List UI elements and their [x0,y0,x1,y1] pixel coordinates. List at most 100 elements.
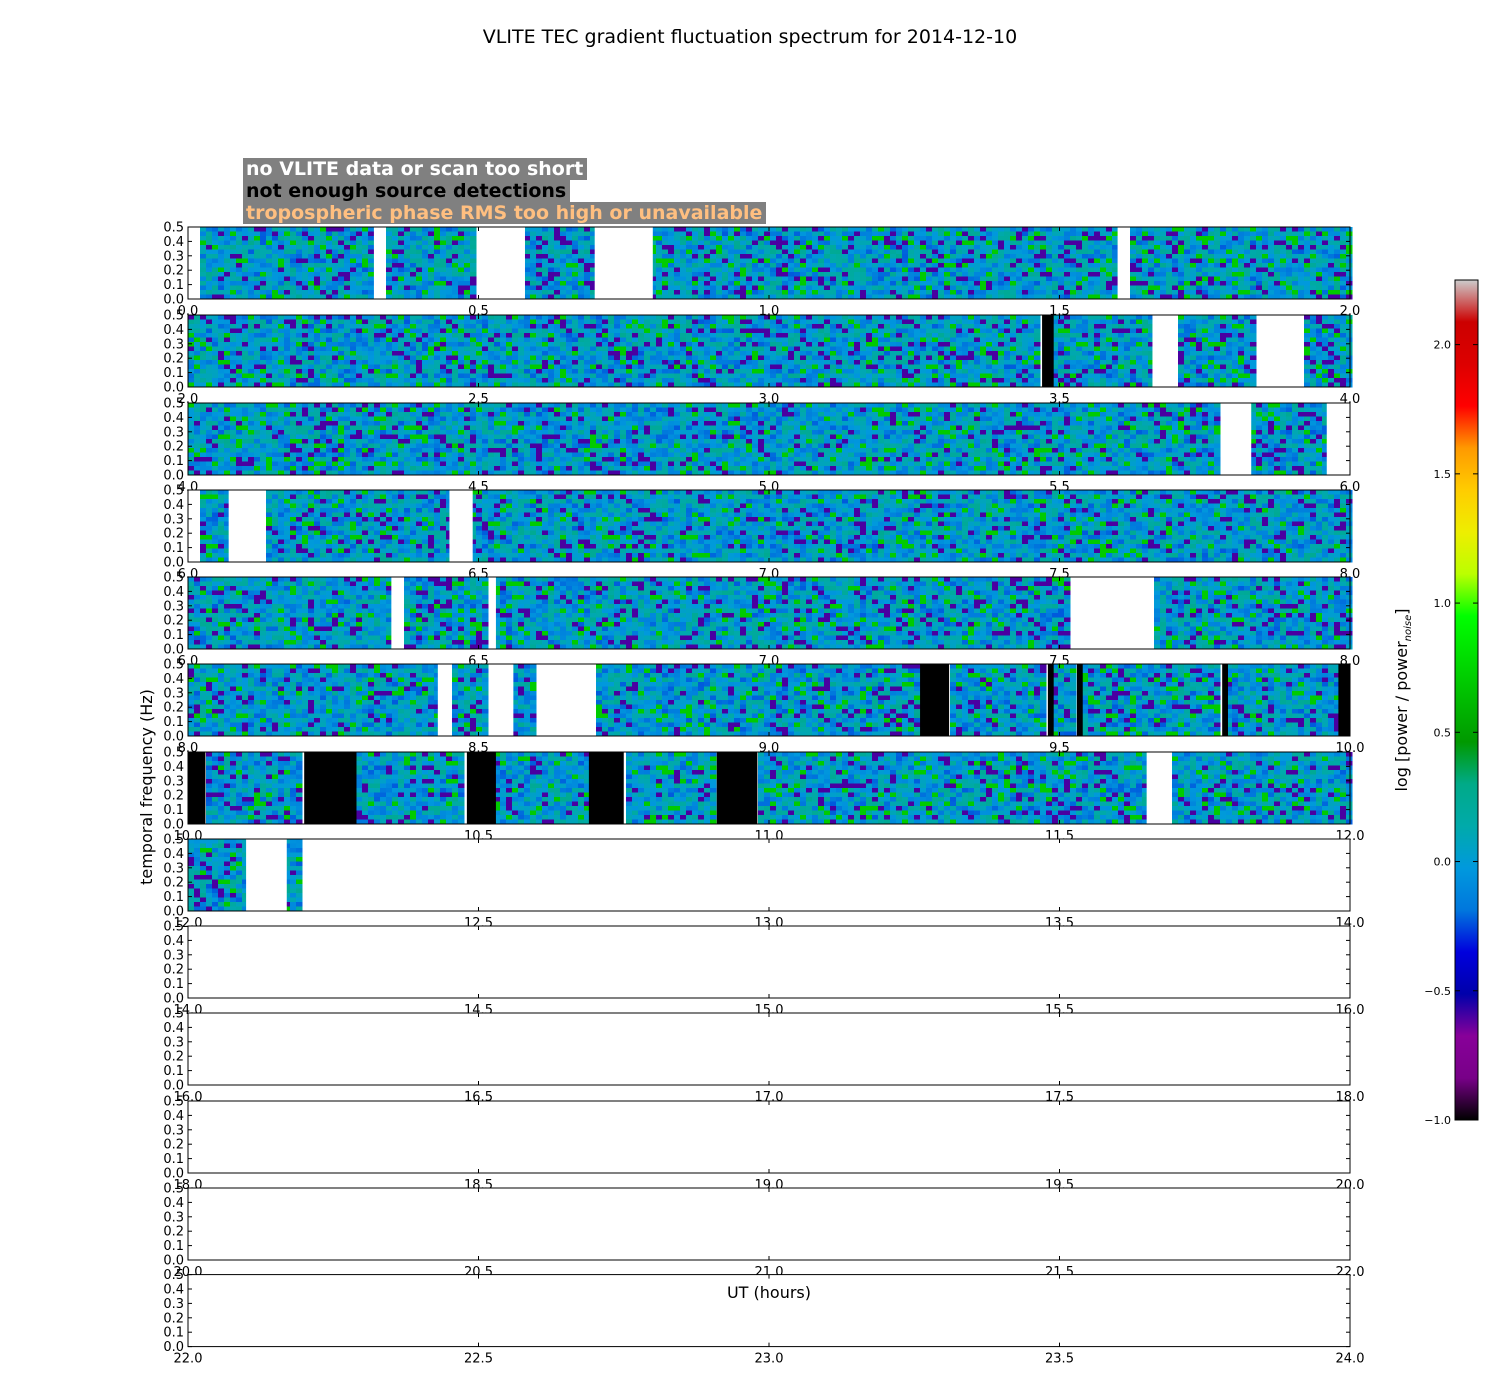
y-tick-label-0-4: 0.4 [163,235,184,250]
few-sources-band-6-1 [304,752,357,824]
y-tick-label-8-1: 0.1 [163,977,184,992]
y-tick-label-4-4: 0.4 [163,585,184,600]
y-tick-label-11-0: 0.0 [163,1254,184,1269]
heatmap-cells-7 [188,839,303,912]
heatmap-cells-6 [206,752,1353,825]
y-tick-label-5-4: 0.4 [163,672,184,687]
y-tick-label-7-0: 0.0 [163,905,184,920]
y-tick-label-8-5: 0.5 [163,920,184,935]
y-tick-label-9-5: 0.5 [163,1007,184,1022]
y-tick-label-2-3: 0.3 [163,425,184,440]
panel-7: 0.00.10.20.30.40.512.0 12.5 13.0 13.5 14.0 [163,833,1364,932]
y-tick-label-6-3: 0.3 [163,774,184,789]
panel-2: 0.00.10.20.30.40.54.0 4.5 5.0 5.5 6.0 [163,397,1360,496]
panel-4: 0.00.10.20.30.40.56.0 6.5 7.0 7.5 8.0 [163,571,1360,670]
few-sources-band-6-4 [716,752,758,824]
y-tick-label-8-2: 0.2 [163,963,184,978]
y-tick-label-1-4: 0.4 [163,323,184,338]
x-tick-label-12-3: 23.5 [1045,1352,1074,1367]
legend-few-detections: not enough source detections [243,180,571,202]
y-tick-label-12-3: 0.3 [163,1297,184,1312]
y-tick-label-12-0: 0.0 [163,1340,184,1355]
y-tick-label-10-2: 0.2 [163,1138,184,1153]
y-tick-label-6-0: 0.0 [163,818,184,833]
x-tick-label-12-4: 24.0 [1336,1352,1365,1367]
no-data-band-0-2 [478,227,525,299]
colorbar-tick-label-2: 0.0 [1434,856,1452,869]
y-tick-label-2-2: 0.2 [163,440,184,455]
y-tick-label-5-1: 0.1 [163,715,184,730]
y-tick-label-9-4: 0.4 [163,1021,184,1036]
colorbar: −1.0 −0.5 0.0 0.5 1.0 1.5 2.0 [1424,279,1479,1127]
y-tick-label-6-1: 0.1 [163,803,184,818]
y-tick-label-1-2: 0.2 [163,352,184,367]
heatmap-cells-1 [188,315,1353,388]
legend-tropo-rms: tropospheric phase RMS too high or unava… [243,202,767,224]
x-tick-label-12-1: 22.5 [464,1352,493,1367]
y-tick-label-6-4: 0.4 [163,760,184,775]
y-tick-label-4-0: 0.0 [163,643,184,658]
panel-11: 0.00.10.20.30.40.520.0 20.5 21.0 21.5 22.0 [163,1182,1364,1281]
few-sources-band-5-2 [1076,664,1083,736]
y-tick-label-11-2: 0.2 [163,1225,184,1240]
few-sources-band-6-0 [188,752,206,824]
y-tick-label-9-3: 0.3 [163,1035,184,1050]
y-tick-label-3-1: 0.1 [163,541,184,556]
y-tick-label-5-0: 0.0 [163,730,184,745]
colorbar-tick-label-4: 1.0 [1434,597,1452,610]
no-data-band-7-1 [304,839,1351,911]
no-data-band-1-1 [1257,315,1304,387]
y-tick-label-7-1: 0.1 [163,890,184,905]
few-sources-band-6-3 [588,752,624,824]
y-tick-label-5-2: 0.2 [163,701,184,716]
colorbar-tick-label-0: −1.0 [1424,1114,1451,1127]
no-data-band-5-1 [490,664,514,736]
y-tick-label-11-4: 0.4 [163,1196,184,1211]
y-tick-label-1-5: 0.5 [163,309,184,324]
y-tick-label-2-1: 0.1 [163,454,184,469]
no-data-band-0-0 [188,227,200,299]
few-sources-band-5-3 [1222,664,1228,736]
no-data-band-5-2 [536,664,595,736]
panel-12: 0.00.10.20.30.40.5 22.0 22.5 23.0 23.5 24.0 [163,1268,1364,1367]
y-axis-label: temporal frequency (Hz) [137,689,156,885]
y-tick-label-8-0: 0.0 [163,992,184,1007]
y-tick-label-12-5: 0.5 [163,1268,184,1283]
y-tick-label-0-3: 0.3 [163,249,184,264]
y-tick-label-9-0: 0.0 [163,1079,184,1094]
no-data-band-11-0 [188,1188,1350,1260]
colorbar-label-main: log [power / power [1392,641,1411,792]
no-data-band-4-1 [490,577,496,649]
y-tick-label-3-0: 0.0 [163,556,184,571]
no-data-band-4-2 [1071,577,1153,649]
panel-5: 0.00.10.20.30.40.58.0 8.5 9.0 9.5 10.0 [163,658,1364,757]
y-tick-label-4-1: 0.1 [163,628,184,643]
y-tick-label-10-4: 0.4 [163,1109,184,1124]
no-data-band-3-2 [449,490,473,562]
y-tick-label-8-4: 0.4 [163,934,184,949]
y-tick-label-9-1: 0.1 [163,1064,184,1079]
no-data-band-12-0 [188,1274,1350,1347]
y-tick-label-10-3: 0.3 [163,1123,184,1138]
heatmap-cells-5 [188,664,1341,737]
y-tick-label-7-3: 0.3 [163,861,184,876]
x-tick-label-12-0: 22.0 [174,1352,203,1367]
few-sources-band-5-0 [920,664,950,736]
colorbar-gradient [1454,279,1479,1121]
y-tick-label-0-2: 0.2 [163,264,184,279]
y-tick-label-1-0: 0.0 [163,381,184,396]
few-sources-band-5-1 [1047,664,1054,736]
y-tick-label-6-5: 0.5 [163,746,184,761]
y-tick-label-7-2: 0.2 [163,876,184,891]
no-data-band-7-0 [246,839,287,911]
panel-3: 0.00.10.20.30.40.56.0 6.5 7.0 7.5 8.0 [163,484,1360,583]
colorbar-tick-label-5: 1.5 [1434,468,1452,481]
y-tick-label-11-1: 0.1 [163,1239,184,1254]
y-tick-label-7-4: 0.4 [163,847,184,862]
few-sources-band-6-2 [466,752,496,824]
y-tick-label-8-3: 0.3 [163,948,184,963]
colorbar-tick-label-3: 0.5 [1434,726,1452,739]
no-data-band-4-0 [391,577,403,649]
no-data-band-3-0 [188,490,200,562]
